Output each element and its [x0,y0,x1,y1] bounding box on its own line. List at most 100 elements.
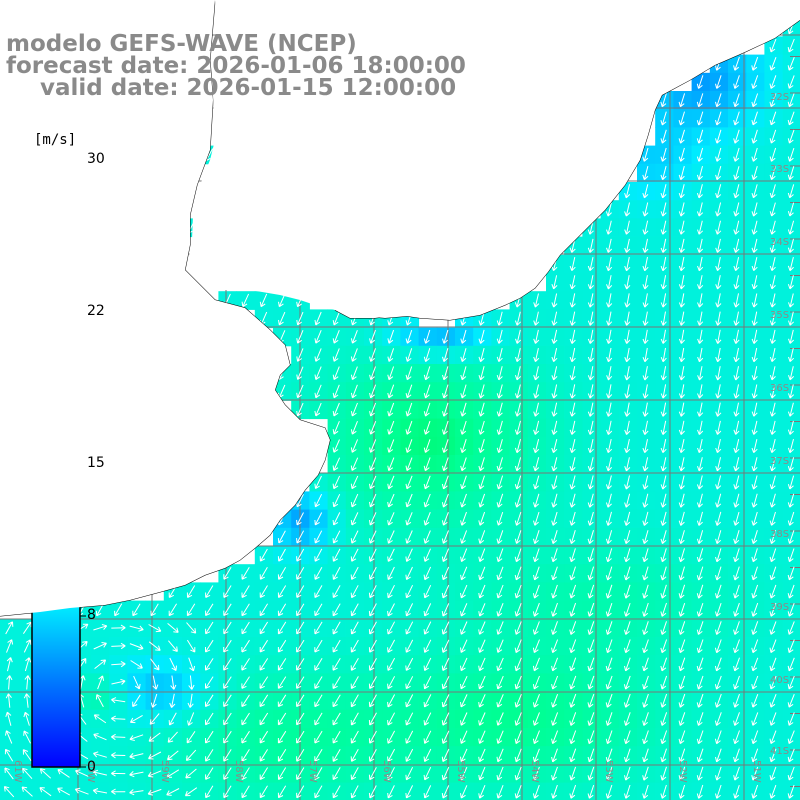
wind-arrow [478,329,485,344]
wind-arrow [660,129,667,144]
wind-arrow [296,676,305,689]
wind-arrow [624,256,631,272]
wind-arrow [24,657,32,672]
wind-arrow [624,712,631,726]
wind-arrow [587,784,595,799]
wind-arrow [660,384,667,399]
wind-arrow [606,366,613,381]
wind-arrow [697,238,704,253]
title-forecast-date: forecast date: 2026-01-06 18:00:00 [6,53,466,79]
wind-arrow [515,347,522,363]
wind-arrow [715,457,722,472]
wind-arrow [296,785,305,799]
wind-arrow [169,693,176,708]
wind-arrow [423,657,432,672]
wind-arrow [569,784,577,799]
wind-arrow [642,238,649,253]
wind-arrow [751,329,758,344]
wind-arrow [733,511,740,526]
wind-arrow [733,584,740,599]
wind-arrow [787,38,795,53]
wind-arrow [478,584,486,599]
wind-arrow [441,748,450,763]
wind-arrow [441,530,449,544]
wind-arrow [129,789,144,796]
lon-label: 56W [381,760,392,783]
wind-arrow [787,475,795,490]
wind-arrow [460,530,468,544]
wind-arrow [569,639,577,654]
wind-arrow [241,658,250,671]
wind-arrow [259,567,268,580]
wind-arrow [369,493,377,508]
wind-arrow [223,621,232,635]
wind-arrow [23,693,30,708]
wind-arrow [405,566,413,581]
wind-arrow [751,311,758,326]
wind-arrow [223,730,232,744]
wind-arrow [111,752,126,759]
wind-arrow [148,732,161,742]
wind-arrow [442,439,449,453]
wind-arrow [241,785,250,799]
wind-arrow [751,384,758,399]
wind-arrow [515,329,522,344]
wind-arrow [314,566,323,580]
wind-arrow [532,584,540,599]
wind-arrow [697,275,704,290]
wind-arrow [660,293,667,308]
wind-arrow [787,493,795,508]
wind-arrow [368,748,377,762]
wind-arrow [350,421,358,435]
wind-arrow [405,457,413,472]
wind-arrow [788,329,795,344]
wind-arrow [39,768,52,779]
land-brazil [187,0,800,320]
wind-arrow [405,748,414,762]
wind-arrow [587,457,594,472]
title-model: modelo GEFS-WAVE (NCEP) [6,31,357,57]
wind-arrow [478,621,486,635]
wind-arrow [715,111,722,126]
wind-arrow [569,693,577,708]
wind-arrow [624,184,631,199]
wind-arrow [405,712,414,726]
wind-arrow [769,748,777,763]
wind-arrow [551,420,558,435]
wind-arrow [460,548,468,563]
wind-arrow [169,657,177,672]
wind-arrow [314,621,323,635]
wind-arrow [787,184,795,199]
wind-arrow [733,675,740,690]
wind-arrow [660,111,667,126]
wind-arrow [423,548,431,562]
wind-arrow [642,293,649,308]
wind-arrow [6,639,14,653]
wind-arrow [696,202,704,217]
wind-arrow [478,493,486,508]
wind-arrow [605,675,613,690]
wind-arrow [769,147,777,162]
wind-arrow [733,311,740,326]
wind-arrow [587,329,594,344]
wind-arrow [188,675,195,690]
wind-arrow [787,275,794,290]
wind-arrow [533,347,540,363]
land-mask [0,0,800,616]
wind-arrow [460,748,468,763]
wind-arrow [678,384,685,399]
wind-arrow [696,511,703,526]
wind-arrow [460,329,467,344]
wind-arrow [769,766,777,781]
wind-arrow [514,438,521,454]
wind-arrow [678,493,685,508]
wind-arrow [350,530,359,544]
wind-arrow [751,202,758,217]
wind-arrow [223,694,232,708]
wind-arrow [787,220,795,235]
wind-arrow [624,602,631,617]
wind-arrow [715,530,722,544]
wind-arrow [514,457,522,472]
wind-arrow [533,420,540,435]
wind-arrow [332,676,341,689]
